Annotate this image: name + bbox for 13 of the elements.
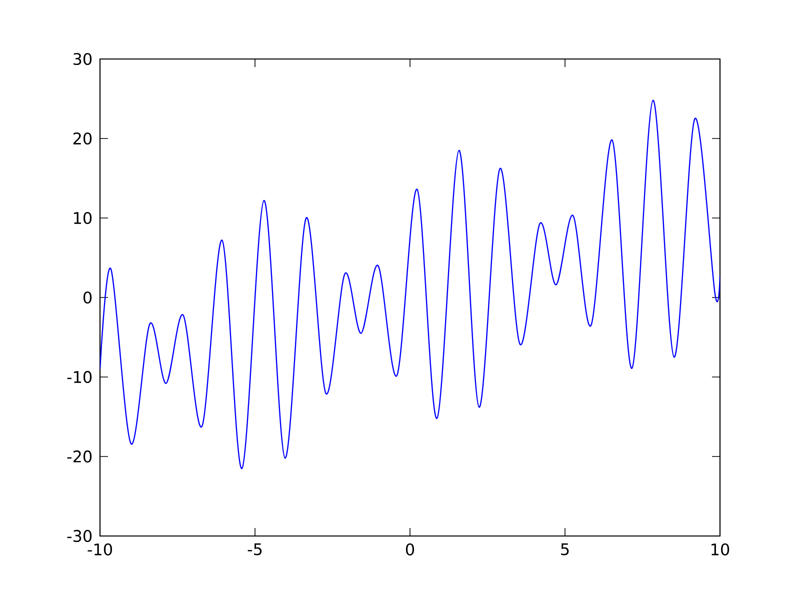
x-tick-label: 0 bbox=[406, 543, 414, 556]
x-tick-label: 5 bbox=[561, 543, 569, 556]
y-tick-label: -10 bbox=[67, 370, 92, 384]
x-tick-label: -10 bbox=[88, 543, 112, 556]
x-tick-label: 10 bbox=[712, 543, 730, 556]
y-tick-label: 30 bbox=[73, 52, 92, 66]
y-tick-label: 20 bbox=[73, 132, 92, 145]
y-tick-label: 10 bbox=[74, 212, 92, 224]
y-tick-label: -30 bbox=[67, 530, 92, 542]
y-tick-label: -20 bbox=[67, 450, 92, 463]
line-series bbox=[100, 100, 720, 470]
x-tick-label: -5 bbox=[248, 543, 262, 556]
y-tick-label: 0 bbox=[83, 291, 92, 304]
